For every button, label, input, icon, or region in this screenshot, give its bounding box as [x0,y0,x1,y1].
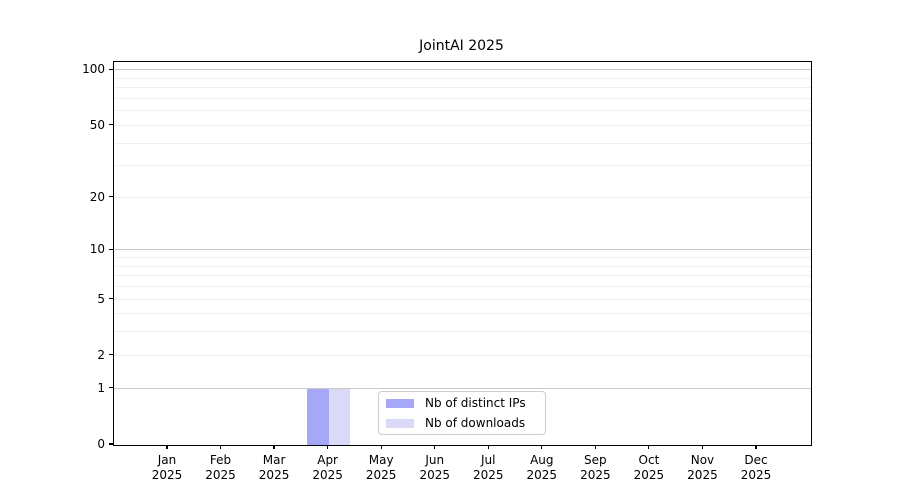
gridline-minor [114,298,811,300]
x-tick-label: May 2025 [365,453,397,482]
y-tick-mark [109,248,113,250]
gridline-minor [114,257,811,259]
y-tick-mark [109,443,113,445]
x-tick-label: Sep 2025 [580,453,611,482]
y-tick-label: 20 [89,189,105,204]
x-tick-label: Nov 2025 [687,453,718,482]
gridline-minor [114,87,811,89]
gridline-major [114,69,811,71]
plot-area [113,61,812,446]
x-tick-mark [434,445,436,449]
legend-label-distinct-ips: Nb of distinct IPs [425,396,526,410]
legend-swatch-downloads [386,418,414,428]
gridline-major [114,249,811,251]
y-tick-mark [109,297,113,300]
bar-nb-of-downloads [328,388,351,445]
gridline-minor [114,196,811,198]
x-tick-mark [166,445,168,449]
gridline-minor [114,77,811,79]
chart-title: JointAI 2025 [419,38,504,54]
x-tick-mark [541,445,543,449]
x-tick-mark [701,445,704,449]
y-tick-label: 5 [97,291,105,306]
x-tick-label: Jul 2025 [472,453,504,482]
gridline-minor [114,354,811,356]
x-tick-label: Jan 2025 [151,453,183,482]
legend-item-distinct-ips: Nb of distinct IPs [386,395,545,412]
y-tick-mark [109,124,113,126]
legend-item-downloads: Nb of downloads [386,415,545,432]
x-tick-mark [380,445,382,449]
legend: Nb of distinct IPs Nb of downloads [378,391,546,435]
gridline-minor [114,97,811,99]
y-tick-label: 1 [97,380,105,395]
y-tick-mark [109,196,113,198]
x-tick-mark [487,445,489,449]
x-tick-label: Apr 2025 [312,453,343,482]
x-tick-mark [219,445,222,449]
y-tick-label: 100 [82,62,105,77]
gridline-major [114,387,811,389]
bar-nb-of-distinct-ips [307,388,329,445]
gridline-minor [114,286,811,288]
y-tick-mark [109,354,113,356]
y-tick-mark [109,387,113,389]
x-tick-label: Jun 2025 [419,453,450,482]
y-tick-label: 2 [97,347,105,362]
gridline-minor [114,110,811,112]
gridline-minor [114,275,811,277]
x-tick-mark [755,445,757,449]
y-tick-mark [109,68,113,70]
gridline-minor [114,313,811,315]
y-tick-label: 50 [89,117,105,132]
gridline-minor [114,265,811,267]
x-tick-label: Feb 2025 [205,453,236,482]
gridline-minor [114,331,811,333]
legend-label-downloads: Nb of downloads [425,416,526,430]
x-tick-label: Oct 2025 [633,453,665,482]
gridline-minor [114,165,811,167]
x-tick-mark [327,445,329,449]
x-tick-mark [648,445,650,449]
y-tick-label: 0 [97,437,105,451]
gridline-minor [114,124,811,126]
x-tick-mark [273,445,275,449]
gridline-minor [114,142,811,144]
x-tick-mark [594,445,596,449]
x-tick-label: Mar 2025 [258,453,290,482]
x-tick-label: Aug 2025 [526,453,558,482]
legend-swatch-distinct-ips [386,398,414,408]
x-tick-label: Dec 2025 [740,453,772,482]
y-tick-label: 10 [89,242,105,257]
